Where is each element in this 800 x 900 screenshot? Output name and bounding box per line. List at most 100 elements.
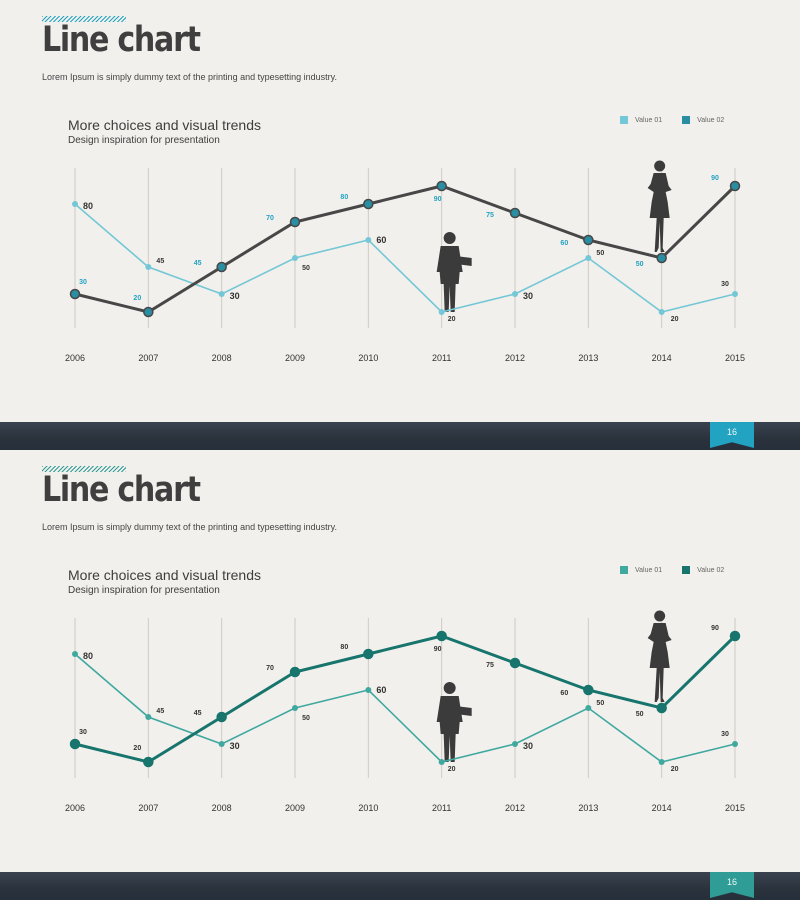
data-label-value-02-2012: 75: [486, 662, 494, 669]
point-value-02-2011: [436, 630, 447, 642]
page-subtitle: Lorem Ipsum is simply dummy text of the …: [42, 72, 337, 82]
legend-label-value-01: Value 01: [635, 566, 663, 574]
series-line-value-01: [74, 203, 736, 313]
legend-swatch-value-02: [682, 116, 691, 124]
point-value-02-2007: [143, 306, 154, 318]
series-line-value-02: [74, 634, 737, 764]
page-subtitle: Lorem Ipsum is simply dummy text of the …: [42, 522, 337, 532]
businessman-head: [443, 682, 456, 694]
point-value-01-2015: [732, 291, 738, 297]
x-tick-label-2007: 2007: [138, 353, 158, 363]
point-value-02-2008: [216, 261, 227, 273]
data-label-value-02-2014: 50: [636, 261, 644, 268]
data-label-value-01-2011: 20: [448, 316, 456, 323]
data-label-value-02-2011: 90: [434, 646, 442, 653]
businessman-head: [443, 232, 456, 244]
businesswoman-head: [654, 610, 666, 622]
point-value-01-2007: [145, 264, 152, 270]
legend-swatch-value-01: [620, 116, 628, 124]
point-value-02-2009: [289, 216, 301, 228]
data-label-value-01-2009: 50: [302, 715, 310, 722]
x-tick-label-2010: 2010: [358, 353, 378, 363]
x-tick-label-2008: 2008: [212, 803, 232, 813]
chart-heading: More choices and visual trends: [68, 567, 261, 583]
data-label-value-02-2013: 60: [560, 690, 568, 697]
series-value-02: [69, 180, 741, 318]
point-value-02-2006: [69, 738, 81, 750]
series-line-value-01: [74, 653, 736, 763]
series-line-value-02: [74, 184, 737, 314]
data-label-value-01-2011: 20: [448, 766, 456, 773]
x-tick-label-2011: 2011: [432, 353, 451, 363]
businesswoman-body: [647, 623, 672, 702]
x-tick-label-2011: 2011: [432, 803, 451, 813]
silhouettes: [436, 610, 672, 762]
x-tick-label-2013: 2013: [578, 803, 598, 813]
data-label-value-02-2014: 50: [636, 711, 644, 718]
point-value-02-2014: [656, 252, 667, 264]
page-number-badge: 16: [710, 422, 754, 448]
slide-footer-strip: 16: [0, 872, 800, 900]
x-tick-label-2015: 2015: [725, 353, 745, 363]
businessman-document: [455, 706, 472, 716]
businessman-silhouette: [436, 232, 472, 312]
data-label-value-01-2013: 50: [596, 250, 604, 257]
data-label-value-02-2011: 90: [434, 196, 442, 203]
data-label-value-01-2012: 30: [523, 291, 533, 301]
data-label-value-01-2007: 45: [156, 258, 164, 265]
data-label-value-02-2015: 90: [711, 625, 719, 632]
x-tick-label-2006: 2006: [65, 803, 85, 813]
data-label-value-02-2008: 45: [194, 260, 202, 267]
x-tick-label-2014: 2014: [652, 353, 672, 363]
point-value-01-2014: [658, 309, 665, 315]
data-label-value-02-2010: 80: [340, 644, 348, 651]
x-tick-label-2006: 2006: [65, 353, 85, 363]
businesswoman-body: [647, 173, 672, 252]
point-value-02-2007: [143, 756, 154, 768]
page-title: Line chart: [42, 470, 201, 510]
series-value-01: [72, 651, 738, 765]
data-label-value-02-2012: 75: [486, 212, 494, 219]
chart-heading: More choices and visual trends: [68, 117, 261, 133]
point-value-01-2006: [72, 651, 78, 657]
businesswoman-silhouette: [647, 160, 672, 252]
point-value-02-2011: [436, 180, 447, 192]
legend-item-value-01: Value 01: [620, 116, 662, 124]
data-label-value-02-2013: 60: [560, 240, 568, 247]
data-labels: 80 45 30 50 60 20 30 50 20 30 30 20 45 70 80 90 75 60 50 90: [79, 175, 729, 323]
point-value-02-2012: [509, 657, 521, 669]
x-tick-label-2012: 2012: [505, 353, 525, 363]
point-value-01-2007: [145, 714, 152, 720]
series-value-01: [72, 201, 738, 315]
title-decoration: [42, 16, 126, 22]
slide-2: Line chart Lorem Ipsum is simply dummy t…: [0, 450, 800, 872]
businessman-body: [436, 246, 463, 312]
series-value-02: [69, 630, 741, 768]
point-value-01-2013: [585, 705, 592, 711]
point-value-01-2014: [658, 759, 665, 765]
x-tick-label-2008: 2008: [212, 353, 232, 363]
point-value-01-2013: [585, 255, 592, 261]
gridlines: [74, 168, 736, 328]
point-value-01-2009: [292, 255, 298, 261]
x-tick-label-2012: 2012: [505, 803, 525, 813]
point-value-02-2014: [656, 702, 667, 714]
data-label-value-01-2008: 30: [230, 291, 240, 301]
legend-label-value-02: Value 02: [697, 116, 725, 124]
x-tick-label-2010: 2010: [358, 803, 378, 813]
x-tick-label-2007: 2007: [138, 803, 158, 813]
chart-legend: Value 01 Value 02: [620, 116, 724, 124]
slide-1: Line chart Lorem Ipsum is simply dummy t…: [0, 0, 800, 422]
x-tick-label-2009: 2009: [285, 803, 305, 813]
chart-legend: Value 01 Value 02: [620, 566, 724, 574]
data-label-value-02-2006: 30: [79, 729, 87, 736]
legend-label-value-01: Value 01: [635, 116, 663, 124]
legend-item-value-02: Value 02: [682, 116, 724, 124]
page-number-badge: 16: [710, 872, 754, 898]
legend-label-value-02: Value 02: [697, 566, 725, 574]
point-value-02-2012: [509, 207, 521, 219]
point-value-02-2006: [69, 288, 81, 300]
gridlines: [74, 618, 736, 778]
data-label-value-01-2008: 30: [230, 741, 240, 751]
businesswoman-head: [654, 160, 666, 172]
